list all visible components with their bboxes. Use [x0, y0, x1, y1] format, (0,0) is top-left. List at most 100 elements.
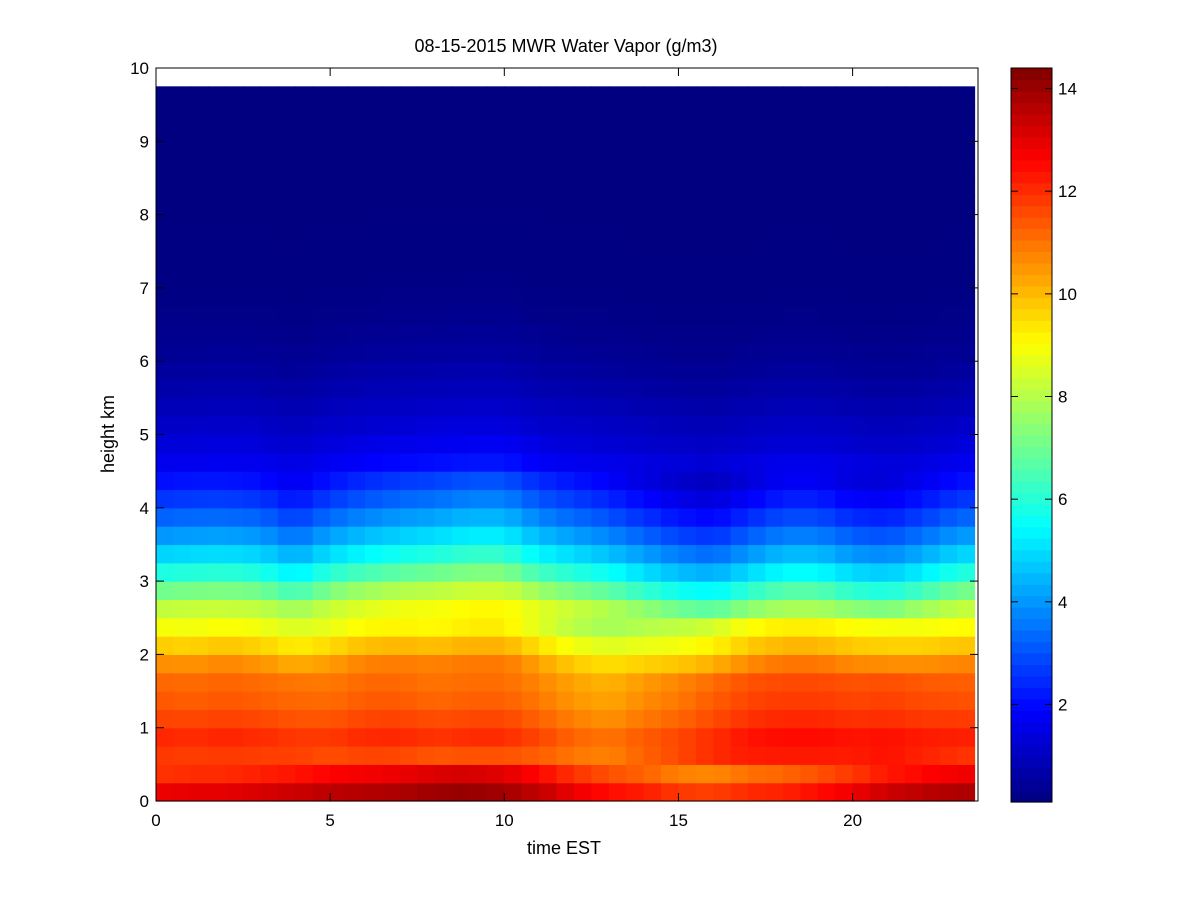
- heatmap-cell: [243, 727, 262, 747]
- heatmap-cell: [399, 214, 418, 234]
- heatmap-cell: [225, 86, 244, 106]
- heatmap-cell: [835, 416, 854, 436]
- heatmap-cell: [904, 764, 923, 784]
- heatmap-cell: [748, 764, 767, 784]
- heatmap-cell: [295, 727, 314, 747]
- heatmap-cell: [591, 86, 610, 106]
- heatmap-cell: [713, 782, 732, 802]
- heatmap-cell: [800, 544, 819, 564]
- heatmap-cell: [208, 526, 227, 546]
- heatmap-cell: [713, 507, 732, 527]
- heatmap-cell: [922, 636, 941, 655]
- heatmap-cell: [417, 746, 436, 765]
- heatmap-cell: [870, 159, 889, 179]
- heatmap-cell: [382, 434, 401, 454]
- heatmap-cell: [957, 434, 976, 454]
- heatmap-cell: [434, 342, 453, 362]
- heatmap-cell: [695, 214, 714, 234]
- heatmap-cell: [661, 159, 680, 179]
- heatmap-cell: [208, 581, 227, 601]
- heatmap-cell: [156, 324, 175, 344]
- heatmap-cell: [922, 251, 941, 271]
- heatmap-cell: [608, 636, 627, 655]
- heatmap-cell: [243, 269, 262, 289]
- heatmap-cell: [870, 452, 889, 472]
- heatmap-cell: [887, 544, 906, 564]
- heatmap-cell: [504, 727, 523, 747]
- heatmap-cell: [486, 746, 505, 765]
- heatmap-cell: [382, 397, 401, 417]
- heatmap-cell: [678, 397, 697, 417]
- heatmap-cell: [382, 324, 401, 344]
- heatmap-cell: [626, 141, 645, 161]
- heatmap-cell: [399, 764, 418, 784]
- heatmap-cell: [156, 507, 175, 527]
- heatmap-cell: [486, 507, 505, 527]
- heatmap-cell: [626, 471, 645, 491]
- heatmap-cell: [364, 122, 383, 142]
- heatmap-cell: [312, 287, 331, 307]
- heatmap-cell: [260, 232, 279, 252]
- heatmap-cell: [504, 599, 523, 619]
- heatmap-cell: [591, 452, 610, 472]
- heatmap-cell: [504, 214, 523, 234]
- heatmap-cell: [695, 489, 714, 509]
- heatmap-cell: [156, 342, 175, 362]
- heatmap-cell: [782, 709, 801, 729]
- heatmap-cell: [730, 727, 749, 747]
- heatmap-cell: [156, 691, 175, 710]
- heatmap-cell: [765, 287, 784, 307]
- colorbar-segment: [1011, 469, 1052, 482]
- heatmap-cell: [225, 526, 244, 546]
- heatmap-cell: [486, 654, 505, 674]
- heatmap-cell: [800, 287, 819, 307]
- heatmap-cell: [243, 232, 262, 252]
- colorbar-segment: [1011, 423, 1052, 436]
- heatmap-cell: [539, 746, 558, 765]
- heatmap-cell: [347, 672, 366, 692]
- heatmap-cell: [835, 764, 854, 784]
- heatmap-cell: [312, 526, 331, 546]
- heatmap-cell: [364, 746, 383, 765]
- heatmap-cell: [748, 672, 767, 692]
- heatmap-cell: [312, 654, 331, 674]
- heatmap-cell: [748, 214, 767, 234]
- heatmap-cell: [399, 287, 418, 307]
- heatmap-cell: [608, 122, 627, 142]
- heatmap-cell: [486, 361, 505, 381]
- heatmap-cell: [626, 122, 645, 142]
- heatmap-cell: [626, 159, 645, 179]
- heatmap-cell: [765, 636, 784, 655]
- heatmap-cell: [312, 324, 331, 344]
- heatmap-cell: [208, 269, 227, 289]
- heatmap-cell: [382, 159, 401, 179]
- heatmap-cell: [573, 562, 592, 582]
- heatmap-cell: [208, 691, 227, 710]
- heatmap-cell: [904, 617, 923, 637]
- heatmap-cell: [295, 636, 314, 655]
- colorbar-segment: [1011, 182, 1052, 195]
- heatmap-cell: [591, 636, 610, 655]
- heatmap-cell: [173, 782, 192, 802]
- heatmap-cell: [765, 122, 784, 142]
- heatmap-cell: [434, 746, 453, 765]
- heatmap-cell: [486, 727, 505, 747]
- heatmap-cell: [243, 122, 262, 142]
- heatmap-cell: [957, 232, 976, 252]
- heatmap-cell: [469, 489, 488, 509]
- heatmap-cell: [417, 617, 436, 637]
- heatmap-cell: [765, 416, 784, 436]
- heatmap-cell: [852, 232, 871, 252]
- heatmap-cell: [695, 599, 714, 619]
- heatmap-cell: [661, 177, 680, 197]
- heatmap-cell: [713, 672, 732, 692]
- heatmap-cell: [452, 324, 471, 344]
- heatmap-cell: [539, 214, 558, 234]
- heatmap-cell: [382, 727, 401, 747]
- heatmap-cell: [661, 287, 680, 307]
- heatmap-cell: [399, 232, 418, 252]
- heatmap-cell: [591, 379, 610, 399]
- y-tick-label: 1: [140, 719, 149, 738]
- heatmap-cell: [539, 727, 558, 747]
- heatmap-cell: [190, 361, 209, 381]
